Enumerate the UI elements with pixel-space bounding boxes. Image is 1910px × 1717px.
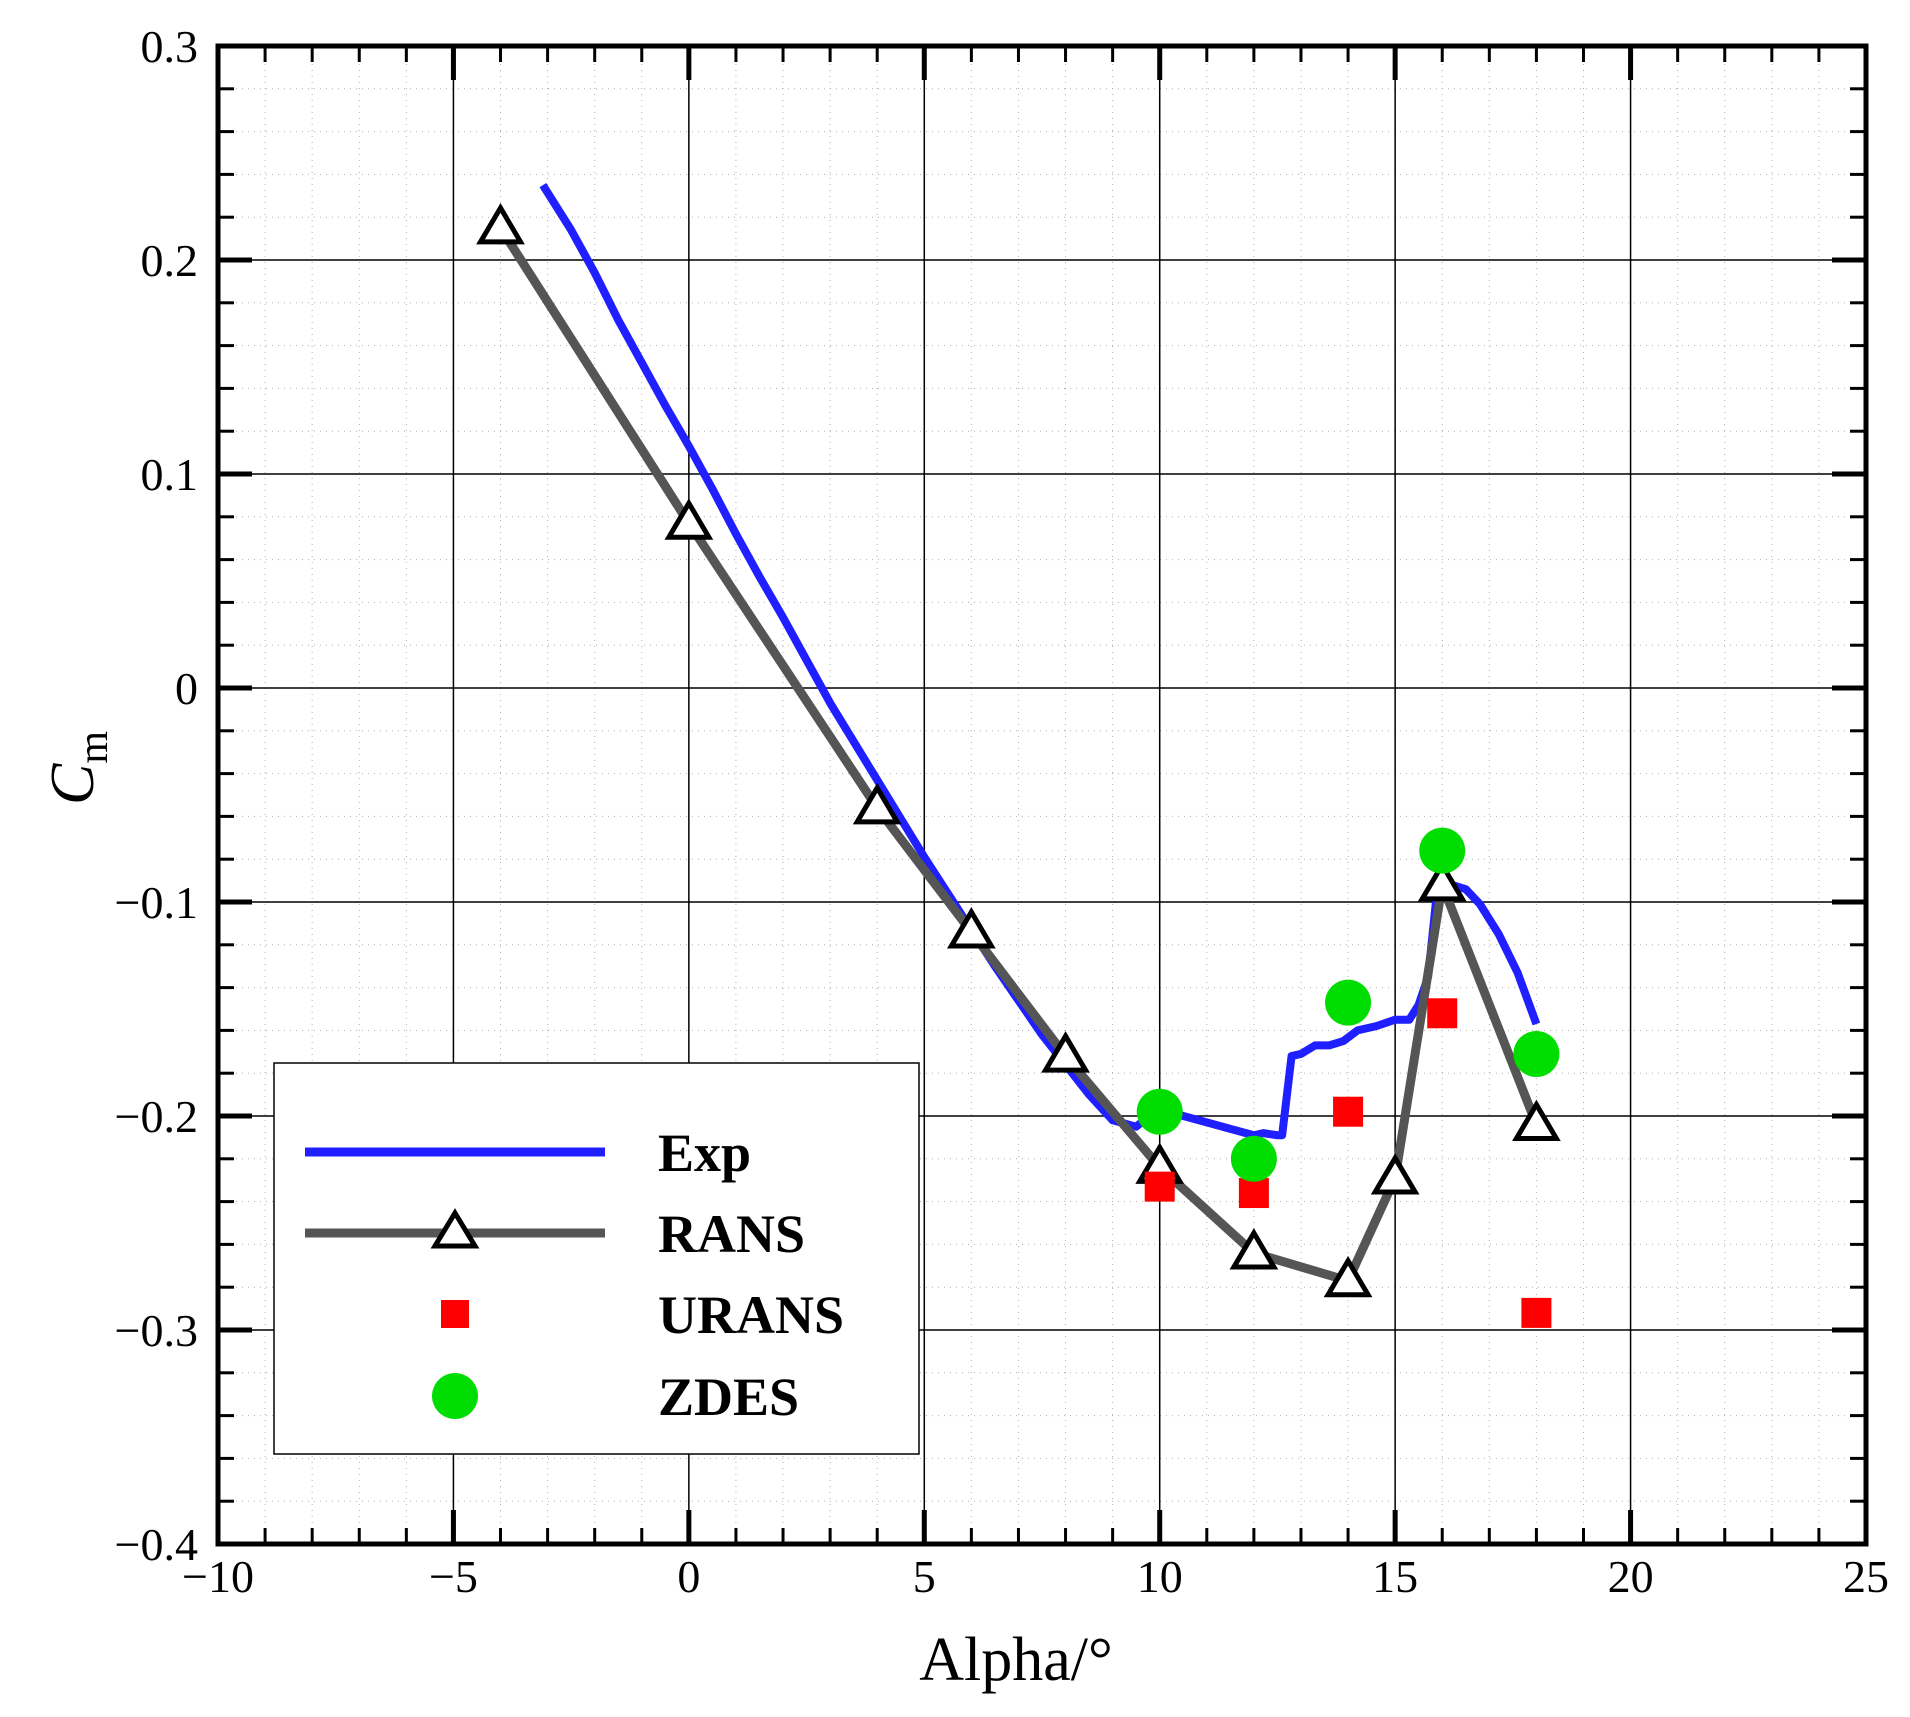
y-tick-label: −0.1 [115,877,198,928]
rans-point [1323,1255,1373,1298]
urans-point [1521,1297,1552,1328]
rans-point [1041,1031,1090,1073]
x-tick-label: 5 [913,1551,936,1602]
legend-rans-triangle [430,1208,480,1249]
y-axis-title-main: C [39,763,107,805]
zdes-point [1513,1030,1560,1077]
rans-point [1370,1153,1420,1195]
x-tick-label: 10 [1137,1551,1183,1602]
zdes-point [1419,827,1466,874]
rans-point [1417,859,1467,902]
legend-exp-label: Exp [658,1123,751,1183]
x-tick-label: 25 [1843,1551,1889,1602]
axis-ticks [215,43,1869,1547]
y-tick-label: −0.3 [115,1305,198,1356]
y-tick-label: 0.2 [141,235,199,286]
y-tick-label: 0.3 [141,21,199,72]
urans-point [1144,1171,1175,1202]
rans-point [1512,1099,1561,1142]
y-axis-title-sub: m [71,731,117,764]
y-tick-label: 0 [175,663,198,714]
y-tick-label: 0.1 [141,449,199,500]
legend: Exp RANS URANS ZDES [273,1062,920,1455]
zdes-point [1325,979,1372,1026]
legend-zdes-marker [432,1373,478,1419]
urans-point [1238,1178,1269,1209]
tick-labels: −10 −5 0 5 10 15 20 25 −0.4 −0.3 −0.2 −0.1 0 0.1 0.2 0.… [115,21,1889,1602]
urans-point [1333,1096,1364,1127]
legend-zdes-label: ZDES [658,1367,799,1427]
x-tick-label: −10 [182,1551,254,1602]
x-tick-label: 0 [677,1551,700,1602]
y-tick-label: −0.2 [115,1091,198,1142]
zdes-point [1230,1135,1277,1182]
series-layer [476,182,1561,1328]
urans-point [1427,998,1458,1029]
zdes-point [1136,1088,1183,1135]
legend-rans-label: RANS [658,1204,805,1264]
x-tick-label: 15 [1372,1551,1418,1602]
x-tick-label: −5 [429,1551,478,1602]
x-tick-label: 20 [1608,1551,1654,1602]
x-axis-title: Alpha/° [919,1626,1113,1694]
y-axis-title: Cm [39,731,117,805]
rans-point [852,782,902,825]
rans-point [1229,1228,1279,1270]
svg-text:Cm: Cm [39,731,117,805]
rans-point [946,907,996,949]
rans-point [476,202,525,245]
y-tick-label: −0.4 [115,1519,198,1570]
rans-point [664,498,714,540]
legend-urans-label: URANS [658,1285,844,1345]
legend-box [273,1062,920,1455]
legend-urans-marker [441,1300,469,1328]
plot-frame [215,43,1869,1547]
